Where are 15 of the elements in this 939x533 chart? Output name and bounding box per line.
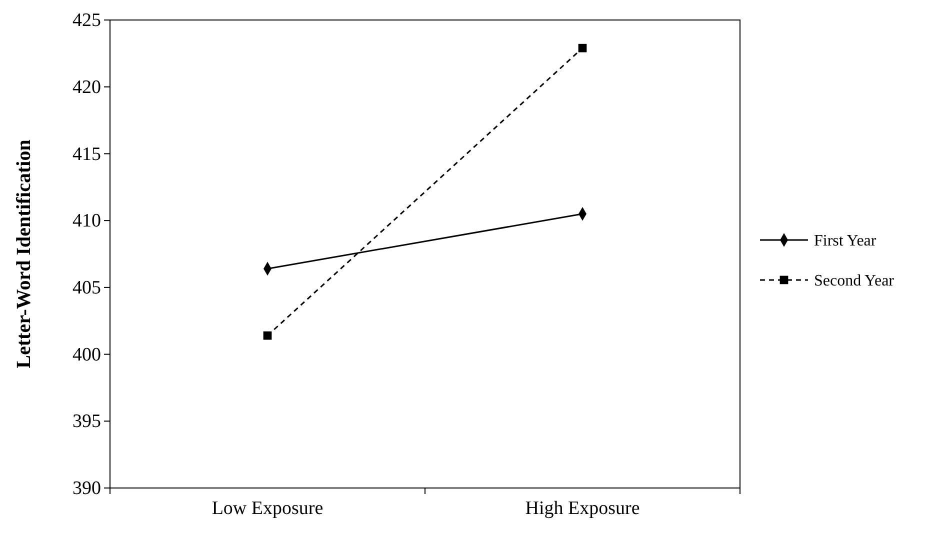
y-tick-label: 400 — [72, 344, 101, 366]
legend-label: First Year — [814, 232, 877, 250]
y-axis-title: Letter-Word Identification — [13, 140, 35, 368]
y-tick-label: 410 — [72, 210, 101, 232]
y-tick-label: 420 — [72, 76, 101, 98]
y-tick-label: 425 — [72, 10, 101, 32]
y-tick-label: 395 — [72, 411, 101, 432]
point — [578, 44, 587, 52]
x-tick-label: Low Exposure — [212, 498, 324, 519]
y-tick-label: 390 — [72, 478, 101, 500]
y-tick-label: 405 — [72, 278, 101, 299]
x-tick-label: High Exposure — [525, 498, 640, 519]
point — [263, 331, 272, 340]
legend-label: Second Year — [814, 272, 895, 290]
y-tick-label: 415 — [72, 144, 101, 165]
